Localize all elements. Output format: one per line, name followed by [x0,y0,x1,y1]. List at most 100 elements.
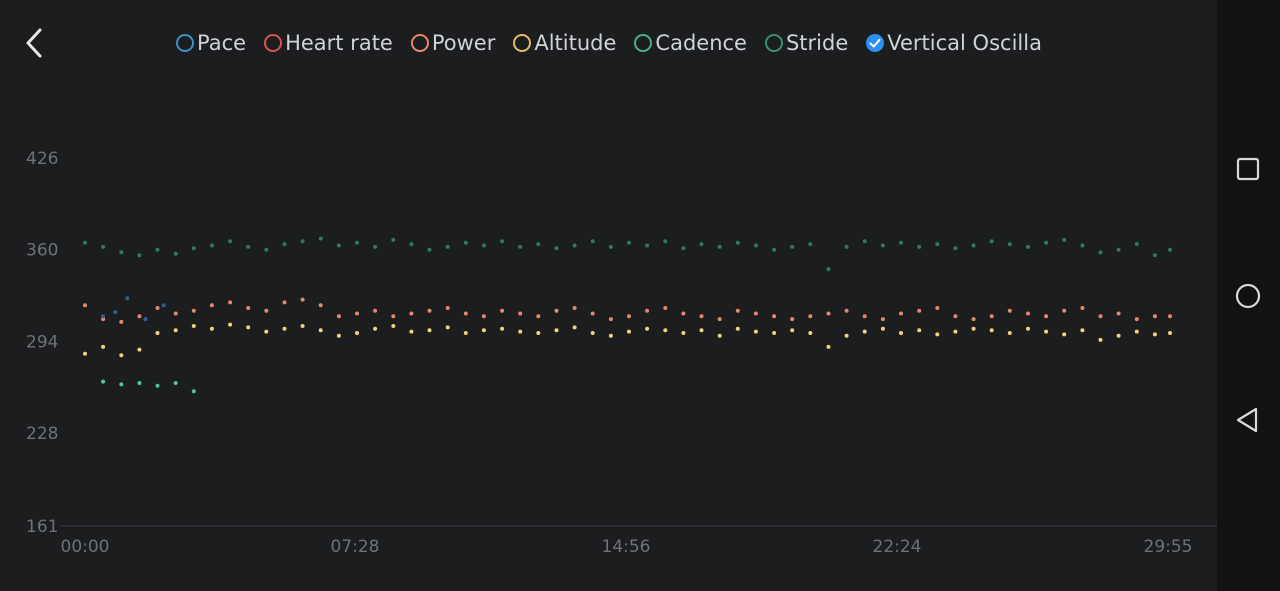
series-2 [83,322,1172,358]
legend-item[interactable]: Vertical Oscilla [866,26,1042,60]
data-point [373,308,378,313]
data-point [391,324,396,328]
data-point [83,240,87,245]
metric-legend: Pace Heart rate Power Altitude Cadence Stride… [176,26,1054,60]
legend-item[interactable]: Pace [176,26,246,60]
data-point [282,242,287,247]
data-point [427,247,432,252]
legend-item[interactable]: Cadence [634,26,747,60]
data-point [953,314,958,319]
data-point [137,347,142,352]
data-point [318,236,323,241]
data-point [572,306,577,310]
data-point [681,311,686,316]
data-point [101,344,106,349]
data-point [735,240,740,245]
data-point [155,383,160,388]
empty-circle-icon [634,34,653,52]
data-point [536,242,541,247]
data-point [735,308,740,313]
data-point [191,308,196,313]
data-point [590,331,595,335]
legend-label: Pace [197,31,247,55]
data-point [119,382,124,387]
recent-apps-button[interactable] [1230,151,1266,187]
data-point [101,379,106,384]
legend-item[interactable]: Stride [764,26,848,60]
x-tick-label: 00:00 [61,537,110,557]
data-point [500,239,505,244]
data-point [481,314,486,319]
back-button[interactable] [18,26,52,60]
data-point [753,243,758,248]
data-point [246,244,251,249]
nav-back-button[interactable] [1230,402,1266,438]
data-point [481,243,486,248]
data-point [935,332,940,337]
data-point [699,314,704,319]
data-point [518,244,523,249]
data-point [772,331,777,335]
data-point [663,239,668,244]
data-point [113,310,118,315]
data-point [862,329,867,334]
chevron-left-icon [26,28,42,58]
data-point [608,333,613,338]
data-point [445,306,450,310]
legend-label: Vertical Oscilla [887,31,1042,55]
series-4 [101,296,166,322]
data-point [935,306,940,310]
data-point [1007,242,1012,247]
data-point [155,331,160,335]
data-point [318,303,323,308]
data-point [717,333,722,338]
data-point [391,237,396,242]
data-point [772,247,777,252]
data-point [699,328,704,333]
data-point [355,311,359,316]
data-point [989,328,994,333]
data-point [1007,308,1012,313]
data-point [1134,329,1139,334]
data-point [373,244,378,249]
data-point [536,314,541,319]
data-point [645,243,650,248]
data-point [681,246,686,251]
data-point [125,296,130,301]
series-1 [83,297,1172,324]
y-tick-label: 294 [26,332,58,352]
data-point [1168,331,1172,335]
data-point [844,244,849,249]
data-point [1098,250,1103,255]
data-point [862,239,867,244]
data-point [264,329,269,334]
data-point [336,314,341,319]
data-point [191,246,196,251]
home-button[interactable] [1230,278,1266,314]
data-point [717,244,722,249]
data-point [409,242,414,247]
data-point [1044,329,1049,334]
data-point [1098,314,1103,319]
legend-item[interactable]: Altitude [513,26,616,60]
data-point [899,240,903,245]
legend-item[interactable]: Power [410,26,495,60]
data-point [627,240,631,245]
legend-item[interactable]: Heart rate [264,26,393,60]
data-point [119,250,124,255]
data-point [1134,242,1139,247]
legend-label: Cadence [655,31,747,55]
data-point [173,328,178,333]
workout-chart-screen: Pace Heart rate Power Altitude Cadence Stride… [18,26,1217,557]
data-point [862,314,867,319]
data-point [1152,314,1157,319]
empty-circle-icon [513,34,532,52]
data-point [1080,306,1085,310]
data-point [1044,314,1049,319]
system-nav-bar [1217,0,1280,591]
data-point [209,303,214,308]
data-point [427,308,432,313]
data-point [1062,332,1067,337]
data-point [953,246,958,251]
